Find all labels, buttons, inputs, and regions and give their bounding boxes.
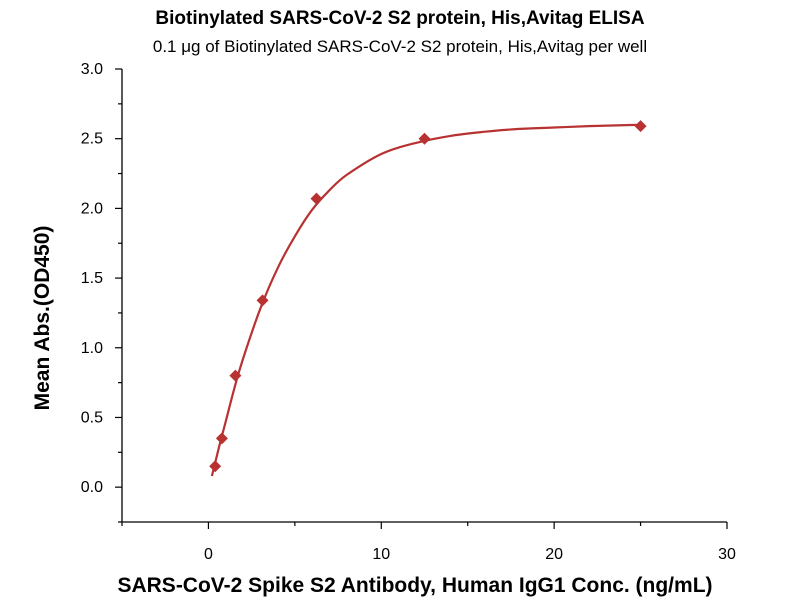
x-tick-label: 0 xyxy=(204,546,213,563)
fit-curve xyxy=(210,123,641,477)
data-point xyxy=(418,132,431,145)
chart-subtitle: 0.1 μg of Biotinylated SARS-CoV-2 S2 pro… xyxy=(153,37,647,56)
data-point xyxy=(310,192,323,205)
data-points xyxy=(209,120,647,473)
y-tick-label: 0.0 xyxy=(81,479,103,496)
y-tick-label: 3.0 xyxy=(81,61,103,78)
data-point xyxy=(215,432,228,445)
y-axis-ticks: 0.0 0.5 1.0 1.5 2.0 2.5 3.0 xyxy=(81,61,122,523)
x-axis-title: SARS-CoV-2 Spike S2 Antibody, Human IgG1… xyxy=(117,574,712,597)
x-tick-label: 20 xyxy=(545,546,563,563)
plot-area: 0.0 0.5 1.0 1.5 2.0 2.5 3.0 0 10 20 30 xyxy=(81,61,736,563)
x-tick-label: 10 xyxy=(372,546,390,563)
data-point xyxy=(209,460,222,473)
y-tick-label: 1.5 xyxy=(81,270,103,287)
y-axis-title: Mean Abs.(OD450) xyxy=(31,226,54,411)
data-point xyxy=(256,294,269,307)
data-point xyxy=(229,369,242,382)
y-tick-label: 2.5 xyxy=(81,131,103,148)
x-tick-label: 30 xyxy=(718,546,736,563)
y-tick-label: 0.5 xyxy=(81,409,103,426)
data-point xyxy=(634,120,647,133)
y-tick-label: 1.0 xyxy=(81,340,103,357)
y-tick-label: 2.0 xyxy=(81,200,103,217)
x-axis-ticks: 0 10 20 30 xyxy=(121,522,736,563)
chart-title: Biotinylated SARS-CoV-2 S2 protein, His,… xyxy=(155,8,644,29)
